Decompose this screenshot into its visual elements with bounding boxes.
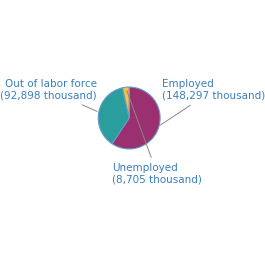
- Text: Out of labor force
(92,898 thousand): Out of labor force (92,898 thousand): [0, 79, 97, 111]
- Text: Unemployed
(8,705 thousand): Unemployed (8,705 thousand): [112, 91, 202, 184]
- Wedge shape: [112, 87, 160, 149]
- Wedge shape: [122, 87, 129, 118]
- Wedge shape: [98, 88, 129, 144]
- Text: Employed
(148,297 thousand): Employed (148,297 thousand): [160, 79, 265, 125]
